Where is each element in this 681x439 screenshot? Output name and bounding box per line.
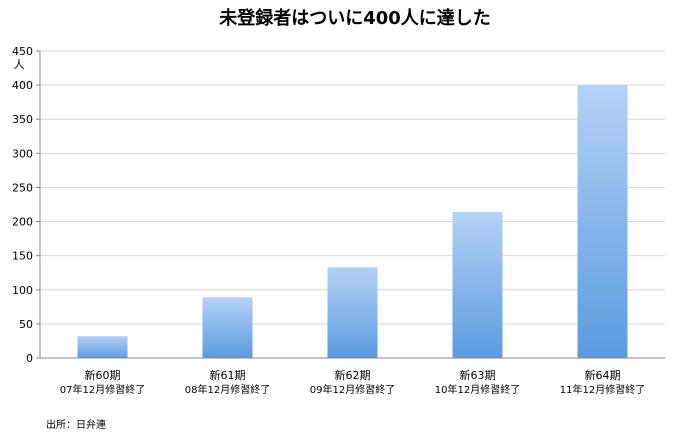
x-category-label: 新64期 xyxy=(585,368,621,382)
bar xyxy=(202,297,253,358)
source-note: 出所：日弁連 xyxy=(46,420,106,431)
y-tick-label: 250 xyxy=(12,181,33,194)
y-tick-label: 300 xyxy=(12,147,33,160)
x-category-label: 新61期 xyxy=(210,368,246,382)
y-tick-label: 0 xyxy=(26,352,33,365)
y-tick-label: 150 xyxy=(12,250,33,263)
x-category-label: 新63期 xyxy=(460,368,496,382)
bar xyxy=(77,336,128,358)
y-axis-unit: 人 xyxy=(14,58,25,71)
x-category-sublabel: 07年12月修習終了 xyxy=(60,383,145,396)
gridlines xyxy=(36,50,665,359)
y-tick-label: 100 xyxy=(12,284,33,297)
x-category-sublabel: 09年12月修習終了 xyxy=(310,383,395,396)
y-tick-label: 50 xyxy=(19,318,33,331)
y-tick-label: 450 xyxy=(12,45,33,58)
x-category-label: 新60期 xyxy=(85,368,121,382)
bar xyxy=(577,85,628,358)
x-category-sublabel: 08年12月修習終了 xyxy=(185,383,270,396)
x-category-sublabel: 11年12月修習終了 xyxy=(560,383,645,396)
y-tick-label: 350 xyxy=(12,113,33,126)
y-tick-labels: 0 50 100 150 200 250 300 350 400 450 xyxy=(12,45,33,365)
x-category-label: 新62期 xyxy=(335,368,371,382)
y-tick-label: 400 xyxy=(12,79,33,92)
bar xyxy=(327,267,378,358)
bars xyxy=(77,85,628,358)
x-category-sublabel: 10年12月修習終了 xyxy=(435,383,520,396)
bar xyxy=(452,212,503,358)
y-tick-label: 200 xyxy=(12,216,33,229)
chart-title: 未登録者はついに400人に達した xyxy=(219,7,491,29)
